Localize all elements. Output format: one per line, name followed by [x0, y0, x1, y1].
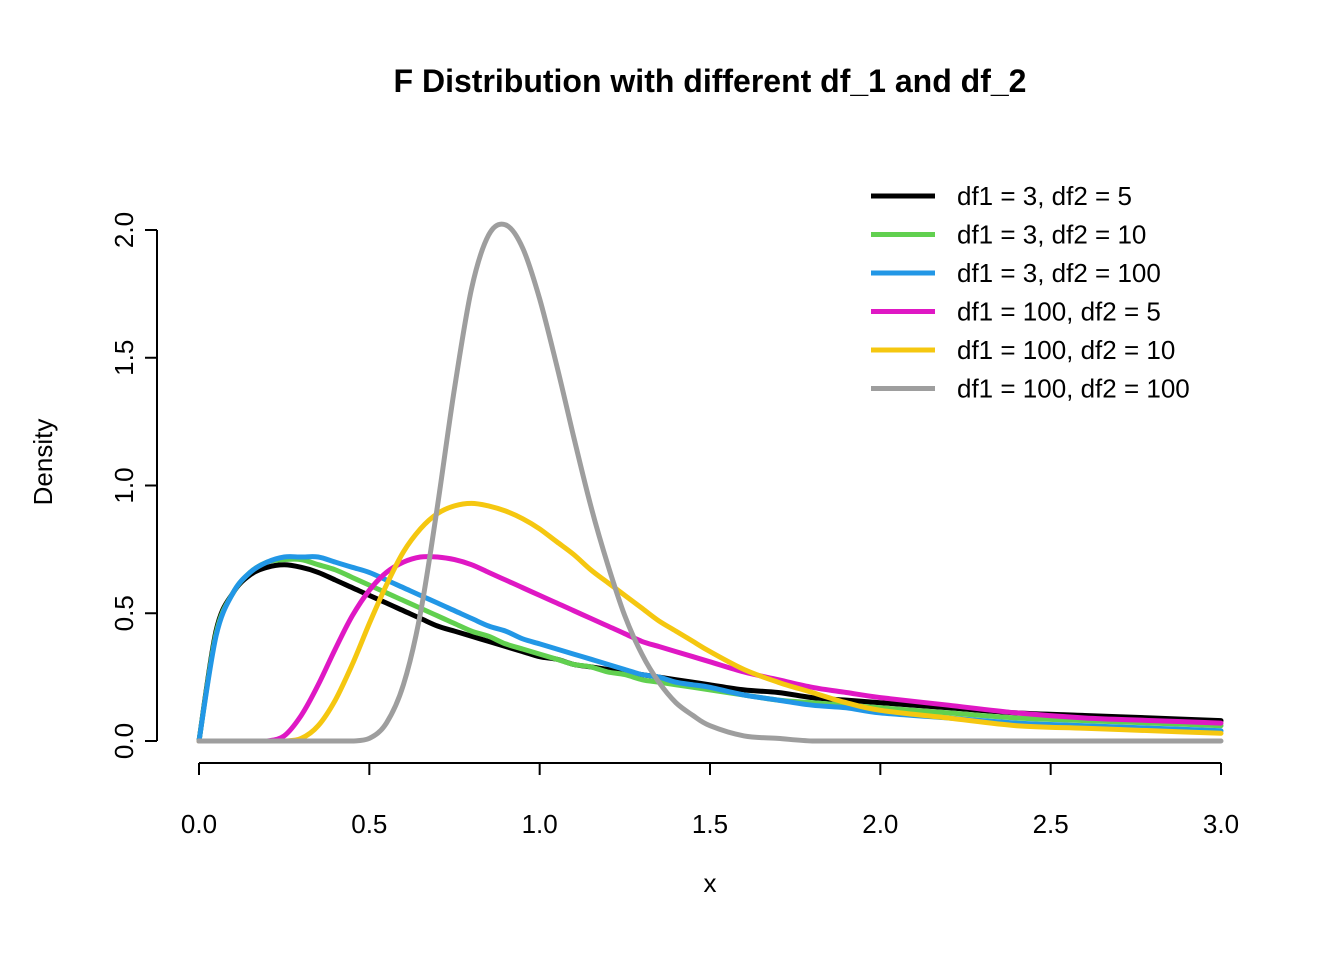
x-tick-label: 0.0 [181, 809, 217, 839]
legend: df1 = 3, df2 = 5 df1 = 3, df2 = 10 df1 = 3… [871, 181, 1190, 404]
x-tick-label: 1.0 [522, 809, 558, 839]
legend-label-1: df1 = 3, df2 = 5 [957, 181, 1132, 211]
y-axis-label: Density [28, 419, 58, 506]
y-tick-label: 0.0 [109, 723, 139, 759]
series-line-4 [196, 554, 1224, 744]
x-tick-label: 1.5 [692, 809, 728, 839]
x-axis: 0.0 0.5 1.0 1.5 2.0 2.5 3.0 [181, 762, 1239, 839]
x-axis-label: x [704, 868, 717, 898]
x-tick-label: 3.0 [1203, 809, 1239, 839]
series-line-6 [196, 221, 1224, 744]
y-tick-label: 0.5 [109, 595, 139, 631]
legend-label-3: df1 = 3, df2 = 100 [957, 258, 1161, 288]
y-tick-label: 2.0 [109, 212, 139, 248]
y-tick-label: 1.0 [109, 467, 139, 503]
x-tick-label: 0.5 [351, 809, 387, 839]
chart-title: F Distribution with different df_1 and d… [394, 63, 1027, 99]
y-tick-label: 1.5 [109, 340, 139, 376]
y-axis: 0.0 0.5 1.0 1.5 2.0 [109, 212, 158, 759]
series-line-5 [196, 500, 1224, 744]
x-tick-label: 2.5 [1033, 809, 1069, 839]
series-line-3 [196, 554, 1224, 744]
legend-label-2: df1 = 3, df2 = 10 [957, 220, 1146, 250]
legend-label-6: df1 = 100, df2 = 100 [957, 374, 1190, 404]
legend-label-4: df1 = 100, df2 = 5 [957, 297, 1161, 327]
x-tick-label: 2.0 [862, 809, 898, 839]
legend-label-5: df1 = 100, df2 = 10 [957, 335, 1175, 365]
series-curves [196, 221, 1224, 744]
